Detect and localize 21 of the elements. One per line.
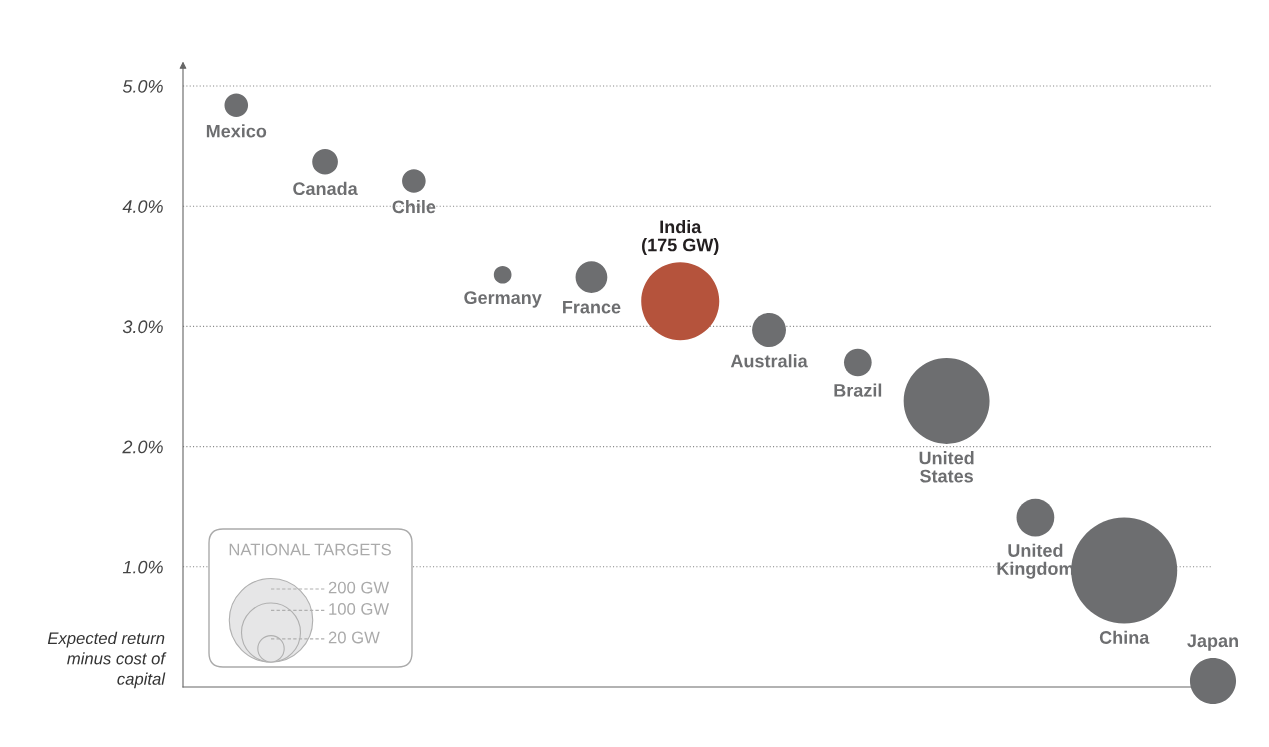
x-tick-label: China (1099, 630, 1150, 644)
x-tick-label: Australia (730, 354, 808, 368)
y-tick-label: 5.0% (122, 79, 163, 93)
y-axis-title: Expected return minus cost of capital (47, 631, 167, 689)
y-tick-label: 4.0% (122, 200, 163, 213)
x-tick-label: Mexico (206, 124, 267, 138)
legend-label: 100 GW (329, 603, 390, 615)
y-tick-label: 3.0% (122, 320, 163, 334)
x-tick-label: United States (919, 451, 974, 483)
legend-label: 20 GW (328, 631, 380, 644)
x-tick-label: Brazil (834, 383, 882, 397)
x-tick-label: India (175 GW) (642, 219, 719, 255)
x-tick-label: Japan (1187, 634, 1238, 651)
y-tick-label: 1.0% (122, 560, 163, 574)
y-tick-label: 2.0% (122, 440, 163, 454)
x-tick-label: Germany (464, 291, 542, 308)
legend-title: NATIONAL TARGETS (229, 543, 391, 556)
legend-label: 200 GW (328, 581, 390, 594)
x-tick-label: Canada (293, 181, 358, 196)
x-tick-label: Chile (392, 199, 436, 214)
x-tick-label: France (563, 300, 621, 314)
